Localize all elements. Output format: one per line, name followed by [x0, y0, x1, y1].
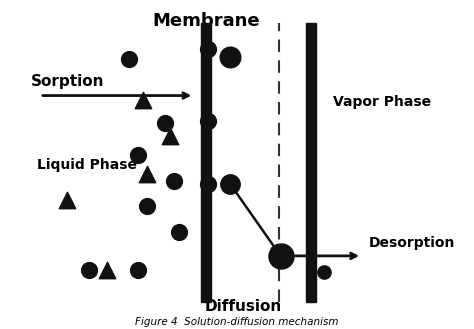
Point [135, 268, 142, 273]
Point [144, 171, 151, 177]
Point [204, 46, 211, 52]
Point [103, 268, 111, 273]
Point [320, 269, 328, 275]
Point [135, 152, 142, 158]
Text: Vapor Phase: Vapor Phase [333, 95, 431, 109]
Point [166, 133, 173, 138]
Point [139, 98, 146, 103]
Text: Membrane: Membrane [152, 12, 260, 30]
Point [226, 181, 234, 186]
Bar [201, 23, 211, 302]
Point [170, 178, 178, 183]
Point [161, 120, 169, 125]
Bar [306, 23, 316, 302]
Point [85, 268, 93, 273]
Text: Liquid Phase: Liquid Phase [37, 158, 137, 171]
Text: Sorption: Sorption [31, 74, 104, 89]
Point [63, 197, 71, 202]
Text: Desorption: Desorption [369, 236, 455, 250]
Point [144, 204, 151, 209]
Point [204, 181, 211, 186]
Point [204, 118, 211, 124]
Text: Diffusion: Diffusion [205, 299, 282, 314]
Point [226, 54, 234, 60]
Text: Figure 4  Solution-diffusion mechanism: Figure 4 Solution-diffusion mechanism [135, 317, 339, 327]
Point [126, 56, 133, 61]
Point [175, 229, 182, 235]
Point [277, 253, 284, 259]
